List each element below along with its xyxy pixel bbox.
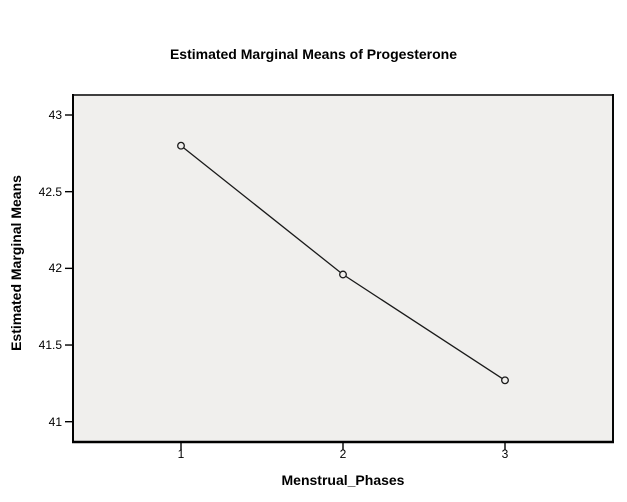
x-tick-label: 1	[177, 447, 185, 461]
data-point-marker	[339, 270, 347, 279]
x-tick-label: 3	[501, 447, 509, 461]
y-tick-label: 41	[48, 414, 62, 429]
chart-title: Estimated Marginal Means of Progesterone	[169, 46, 458, 62]
x-tick-label: 2	[339, 447, 347, 461]
data-point-marker	[501, 376, 509, 385]
plot-frame	[72, 94, 614, 443]
data-point-marker	[177, 141, 185, 150]
y-tick-label: 42.5	[38, 184, 62, 199]
y-tick-label: 43	[48, 108, 62, 122]
y-tick-label: 41.5	[38, 338, 62, 353]
x-axis-title: Menstrual_Phases	[281, 472, 405, 488]
y-tick-label: 42	[48, 261, 62, 276]
